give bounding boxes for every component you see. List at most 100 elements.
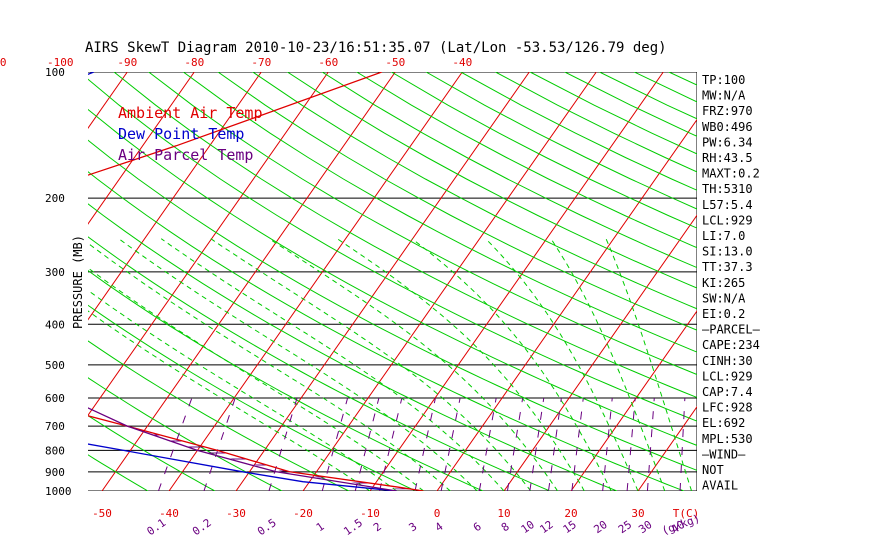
moist-adiabat: [88, 242, 451, 491]
legend-entry: Dew Point Temp: [118, 125, 244, 143]
stat-item: FRZ:970: [702, 104, 753, 118]
mixing-ratio-label: 0.5: [255, 516, 279, 538]
dry-adiabat: [0, 72, 81, 491]
series-line-dew-point-temp: [88, 72, 397, 491]
mixing-ratio-label: 8: [499, 520, 512, 534]
mixing-ratio-line: [506, 397, 524, 491]
stat-item: PW:6.34: [702, 135, 753, 149]
mixing-ratio-label: 12: [537, 518, 555, 536]
isotherm-line: [88, 72, 329, 417]
x-tick-top-label: -100: [47, 56, 74, 69]
x-tick-top-label: -70: [251, 56, 271, 69]
stat-item: SI:13.0: [702, 245, 753, 259]
dry-adiabat: [88, 415, 216, 491]
axis-ticks: 1002003004005006007008009001000-120-110-…: [0, 56, 702, 538]
dry-adiabat: [287, 72, 697, 289]
chart-series: [88, 72, 424, 491]
series-line-air-parcel-temp: [88, 407, 397, 491]
x-tick-top-label: -90: [117, 56, 137, 69]
mixing-ratio-label: 15: [561, 518, 579, 536]
dry-adiabat: [321, 72, 697, 269]
mixing-ratio-label: 30: [636, 518, 654, 536]
x-tick-top-label: -60: [318, 56, 338, 69]
isotherm-line: [772, 72, 870, 491]
dry-adiabat: [425, 72, 697, 210]
isotherm-line: [369, 72, 664, 491]
dry-adiabat: [356, 72, 697, 249]
mixing-ratio-line: [602, 397, 613, 491]
y-tick-label: 100: [45, 66, 65, 79]
dry-adiabat: [88, 304, 417, 491]
mixing-ratio-line: [440, 397, 461, 491]
stat-item: LCL:929: [702, 369, 753, 383]
mixing-ratio-label: 4: [433, 520, 446, 535]
y-tick-label: 900: [45, 466, 65, 479]
chart-grid: [0, 72, 870, 491]
x-tick-bottom-label: -50: [92, 507, 112, 520]
x-tick-bottom-label: -30: [226, 507, 246, 520]
mixing-ratio-label: 40: [669, 518, 687, 536]
stat-item: MAXT:0.2: [702, 167, 760, 181]
mixing-ratio-label: 25: [616, 518, 634, 536]
stat-item: AVAIL: [702, 479, 738, 493]
y-tick-label: 600: [45, 392, 65, 405]
isotherm-line: [570, 310, 697, 491]
mixing-ratio-label: 6: [471, 520, 484, 534]
mixing-ratio-label: 1: [314, 520, 327, 534]
dry-adiabat: [88, 78, 697, 422]
stat-item: L57:5.4: [702, 198, 753, 212]
stat-item: NOT: [702, 463, 724, 477]
isotherm-line: [88, 72, 262, 321]
stat-item: CINH:30: [702, 354, 753, 368]
y-tick-label: 500: [45, 359, 65, 372]
stat-item: TT:37.3: [702, 260, 753, 274]
stat-item: CAPE:234: [702, 338, 760, 352]
legend-entry: Ambient Air Temp: [118, 104, 263, 122]
x-tick-top-label: -110: [0, 56, 7, 69]
mixing-ratio-line: [354, 397, 380, 491]
x-tick-bottom-label: -10: [360, 507, 380, 520]
legend-entry: Air Parcel Temp: [118, 146, 253, 164]
x-tick-bottom-label: 0: [434, 507, 441, 520]
dry-adiabat: [252, 72, 697, 310]
dry-adiabat: [88, 236, 551, 491]
moist-adiabat: [88, 289, 398, 491]
stat-item: LFC:928: [702, 401, 753, 415]
dry-adiabat: [460, 72, 697, 191]
stat-item: MPL:530: [702, 432, 753, 446]
x-tick-bottom-label: -20: [293, 507, 313, 520]
x-tick-bottom-label: -40: [159, 507, 179, 520]
chart-legend: Ambient Air Temp Dew Point Temp Air Parcel…: [118, 104, 263, 164]
dry-adiabat: [113, 72, 697, 399]
stat-item: —WIND—: [702, 447, 746, 461]
stat-item: EL:692: [702, 416, 745, 430]
dry-adiabat: [148, 72, 697, 376]
isotherm-line: [168, 72, 463, 491]
isotherm-line: [88, 72, 195, 225]
stat-item: KI:265: [702, 276, 745, 290]
moist-adiabat: [411, 238, 612, 491]
moist-adiabat: [485, 238, 639, 491]
mixing-ratio-line: [478, 397, 497, 491]
dry-adiabat: [668, 72, 697, 86]
stat-item: —PARCEL—: [702, 323, 761, 337]
moist-adiabat: [336, 238, 585, 491]
moist-adiabat: [88, 267, 424, 491]
mixing-ratio-line: [679, 398, 686, 491]
dry-adiabat: [88, 139, 697, 471]
dry-adiabat: [88, 340, 350, 491]
stat-item: WB0:496: [702, 120, 753, 134]
dry-adiabat: [88, 377, 283, 491]
dry-adiabat: [529, 72, 697, 155]
y-tick-label: 1000: [45, 485, 72, 498]
dry-adiabat: [88, 454, 149, 491]
stat-item: EI:0.2: [702, 307, 745, 321]
moist-adiabat: [160, 238, 505, 491]
isotherm-line: [503, 214, 697, 491]
y-tick-label: 400: [45, 318, 65, 331]
x-tick-top-label: -80: [184, 56, 204, 69]
y-axis-label: PRESSURE (MB): [71, 235, 85, 329]
mixing-ratio-line: [414, 397, 436, 491]
